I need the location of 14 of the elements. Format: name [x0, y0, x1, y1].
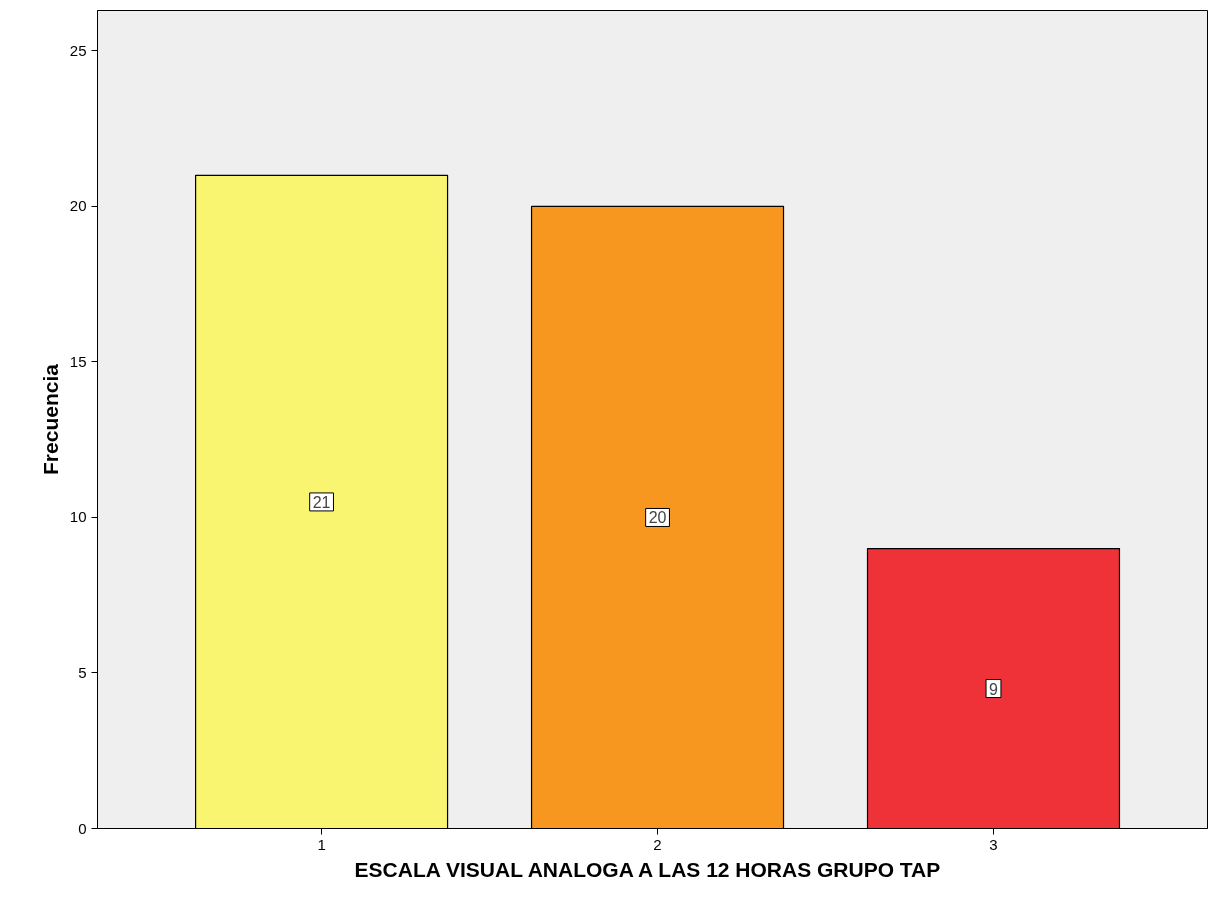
data-label: 9: [989, 680, 999, 698]
y-tick-label: 25: [69, 41, 87, 59]
x-tick-label: 3: [989, 835, 998, 853]
y-axis-title: Frecuencia: [38, 363, 62, 475]
x-tick-label: 1: [317, 835, 326, 853]
y-tick-label: 0: [78, 819, 87, 837]
data-label: 21: [312, 493, 331, 511]
x-axis-title: ESCALA VISUAL ANALOGA A LAS 12 HORAS GRUPO TAP: [354, 857, 941, 881]
y-tick-label: 20: [69, 197, 87, 215]
y-tick-label: 5: [78, 663, 87, 681]
x-tick-label: 2: [653, 835, 662, 853]
y-tick-label: 15: [69, 352, 87, 370]
y-tick-label: 10: [69, 508, 87, 526]
data-label: 20: [648, 509, 667, 527]
